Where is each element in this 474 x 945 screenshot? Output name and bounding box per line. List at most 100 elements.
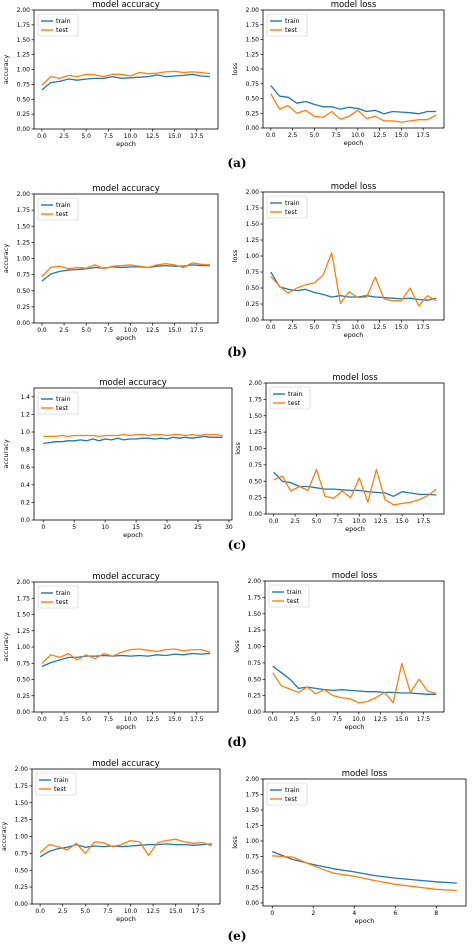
panel-b-loss-ytick-label: 1.75 [246,205,260,212]
panel-d-loss-chart: model loss 0.0 2.5 5.0 7.5 10.0 12.5 15.0 17.5 0.… [233,571,445,731]
panel-d-loss-ytick-label: 0.25 [248,693,262,700]
panel-c-loss-legend-label-train: train [288,391,303,398]
panel-c-loss-chart: model loss 0.0 2.5 5.0 7.5 10.0 12.5 15.0 17.5 0.… [234,373,445,533]
panel-d-loss-xtick-label: 15.0 [395,716,409,723]
panel-a-accuracy-series-test [41,70,211,86]
panel-c-loss-ytick-label: 1.75 [249,396,263,403]
panel-e-accuracy-ytick-label: 1.50 [15,800,29,807]
panel-b-accuracy-ytick-label: 0.50 [17,288,31,295]
panel-b-accuracy-xtick-label: 10.0 [124,327,138,334]
panel-d-loss-legend-label-train: train [287,589,302,596]
panel-b-accuracy-ytick-label: 1.25 [17,239,31,246]
panel-e-loss-ytick-label: 0.75 [246,853,260,860]
panel-a-accuracy-ytick-label: 0.50 [17,96,31,103]
panel-e-accuracy-ytick-label: 1.00 [15,834,29,841]
panel-d-loss-ytick-label: 0.00 [248,709,262,716]
panel-c-accuracy-legend-label-test: test [56,405,69,412]
panel-a-loss-xtick-label: 2.5 [288,132,298,139]
panel-e-loss-chart: model loss 0 2 4 6 8 0.00 0.25 0.50 0.75 1.00 1.25 1… [231,769,467,925]
panel-e-loss-xlabel: epoch [355,917,375,925]
panel-b-accuracy-ylabel: accuracy [2,244,10,273]
panel-c-loss-ytick-label: 0.00 [249,511,263,518]
panel-c-loss-xlabel: epoch [345,525,365,533]
panel-b-accuracy-xtick-label: 5.0 [81,327,91,334]
panel-d-loss-ytick-label: 0.50 [248,676,262,683]
panel-b-loss-ytick-label: 0.50 [246,285,260,292]
panel-b-accuracy-ytick-label: 2.00 [17,191,31,198]
panel-e-accuracy-title: model accuracy [92,759,160,769]
panel-d-accuracy-ytick-label: 1.00 [17,644,31,651]
panel-e-accuracy-legend-label-test: test [54,786,67,793]
panel-b-accuracy-series-test [41,262,211,278]
panel-e-loss-legend-label-train: train [285,787,300,794]
panel-b-accuracy-legend-label-test: test [56,211,69,218]
panel-label-d: (d) [227,735,247,749]
panel-c-accuracy-ytick-label: 1.0 [20,429,30,436]
panel-c-accuracy-ytick-label: 0.6 [20,464,30,471]
panel-e-accuracy-chart: model accuracy 0.0 2.5 5.0 7.5 10.0 12.5 15.0 17… [0,759,221,923]
panel-c-accuracy-xtick-label: 30 [225,524,233,531]
panel-d-loss-ytick-label: 1.00 [248,644,262,651]
panel-e-loss-xtick-label: 6 [393,910,397,917]
panel-label-e: (e) [227,929,247,943]
panel-a-accuracy-ytick-label: 0.25 [17,111,31,118]
panel-d-loss-xlabel: epoch [345,723,365,731]
panel-e-loss-ytick-label: 0.50 [246,869,260,876]
panel-a-accuracy-ytick-label: 1.75 [17,22,31,29]
panel-b-accuracy-legend-label-train: train [56,202,71,209]
panel-a-accuracy-legend-label-test: test [56,27,69,34]
panel-b-accuracy-xtick-label: 0.0 [37,327,47,334]
panel-a-accuracy-xtick-label: 12.5 [146,133,160,140]
panel-b-loss-ylabel: loss [231,249,239,262]
panel-c-loss-ytick-label: 0.75 [249,462,263,469]
panel-d-accuracy-xtick-label: 5.0 [81,716,91,723]
panel-c-loss-ytick-label: 1.50 [249,413,263,420]
panel-d-accuracy-xtick-label: 10.0 [124,716,138,723]
panel-c-accuracy-xtick-label: 25 [194,524,202,531]
panel-e-loss-ytick-label: 1.75 [246,791,260,798]
panel-e-loss-title: model loss [342,769,388,779]
panel-e-accuracy-series-test [39,838,213,857]
panel-d-accuracy-xtick-label: 12.5 [146,716,160,723]
panel-label-c: (c) [227,538,247,552]
panel-b-accuracy-ytick-label: 0.75 [17,272,31,279]
panel-d-accuracy-ytick-label: 2.00 [17,579,31,586]
panel-b-loss-series-test [270,252,437,307]
panel-e-accuracy-xtick-label: 7.5 [103,908,113,915]
panel-e-accuracy-ytick-label: 1.75 [15,783,29,790]
panel-e-accuracy-legend-label-train: train [54,777,69,784]
panel-e-loss-ytick-label: 1.25 [246,822,260,829]
panel-d-loss-xtick-label: 7.5 [333,716,343,723]
panel-a-loss-xtick-label: 7.5 [331,132,341,139]
panel-a-loss-xtick-label: 17.5 [416,132,430,139]
panel-e-accuracy-xtick-label: 5.0 [81,908,91,915]
panel-c-accuracy-ylabel: accuracy [2,439,10,468]
panel-a-loss-chart: model loss 0.0 2.5 5.0 7.5 10.0 12.5 15.0 17.5 0.… [231,0,445,147]
panel-c-accuracy-xtick-label: 5 [72,524,76,531]
panel-c-accuracy-ytick-label: 0.2 [20,499,30,506]
panel-a-accuracy-xtick-label: 15.0 [168,133,182,140]
panel-e-loss-series-test [272,855,457,892]
panel-d-accuracy-legend-label-train: train [56,590,71,597]
panel-d-accuracy-xlabel: epoch [116,723,136,731]
panel-c-accuracy-legend-label-train: train [56,396,71,403]
panel-e-accuracy-ytick-label: 0.50 [15,867,29,874]
panel-a-loss-xtick-label: 5.0 [310,132,320,139]
panel-e-accuracy-ytick-label: 1.25 [15,817,29,824]
panel-c-accuracy-title: model accuracy [99,378,167,388]
panel-e-accuracy-xtick-label: 10.0 [124,908,138,915]
panel-b-accuracy-xtick-label: 2.5 [59,327,69,334]
panel-b-accuracy-xtick-label: 17.5 [190,327,204,334]
panel-b-loss-xtick-label: 7.5 [331,324,341,331]
panel-label-b: (b) [227,345,247,359]
panel-b-loss-ytick-label: 1.00 [246,253,260,260]
panel-d-loss-ytick-label: 2.00 [248,578,262,585]
panel-c-accuracy-xlabel: epoch [123,531,143,539]
panel-a-accuracy-ytick-label: 0.00 [17,126,31,133]
panel-b-accuracy-title: model accuracy [92,184,160,194]
panel-b-accuracy-xtick-label: 7.5 [104,327,114,334]
panel-a-loss-title: model loss [331,0,377,10]
panel-b-accuracy-xtick-label: 12.5 [146,327,160,334]
panel-c-loss-ytick-label: 1.25 [249,429,263,436]
panel-b-accuracy-ytick-label: 0.25 [17,304,31,311]
